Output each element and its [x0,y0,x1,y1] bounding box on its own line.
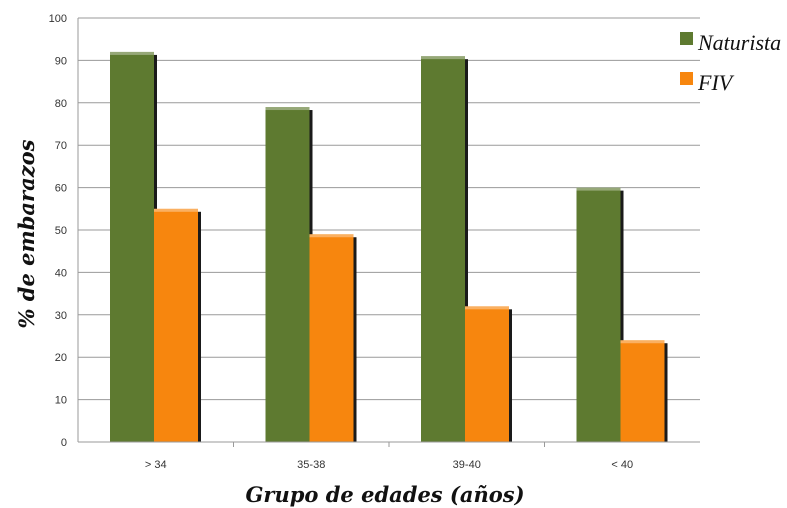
x-tick-label: > 34 [145,459,167,471]
y-tick-label: 70 [55,140,67,152]
bar-fiv-4 [620,340,668,442]
bar-body [421,56,465,442]
bar-top-highlight [465,306,509,310]
y-tick-label: 60 [55,183,67,195]
x-tick-label: 39-40 [453,459,481,471]
bar-naturista-3 [421,56,468,442]
x-axis-title: Grupo de edades (años) [245,482,524,507]
x-tick-label: < 40 [611,459,633,471]
legend-label-fiv: FIV [697,70,735,95]
bar-body [265,107,310,442]
y-tick-label: 50 [55,225,67,237]
legend-swatch-naturista [680,32,693,45]
legend: Naturista FIV [680,30,781,95]
bars [110,51,668,443]
bar-naturista-4 [576,187,624,442]
bar-body [309,234,354,442]
bar-shadow [197,211,201,442]
y-axis-title: % de embarazos [14,139,39,328]
x-axis-tick-labels: > 34 35-38 39-40 < 40 [145,442,633,471]
y-axis-tick-labels: 0 10 20 30 40 50 60 70 80 90 100 [49,13,67,449]
bar-top-highlight [309,234,354,238]
y-tick-label: 30 [55,310,67,322]
bar-naturista-2 [265,107,313,442]
legend-swatch-fiv [680,72,693,85]
bar-top-highlight [154,208,198,212]
x-tick-label: 35-38 [297,459,325,471]
bar-body [620,340,665,442]
bar-shadow [464,59,468,442]
bar-top-highlight [576,187,621,191]
bar-body [576,187,621,442]
bar-shadow [352,237,357,442]
bar-top-highlight [110,51,154,55]
bar-fiv-1 [154,208,201,442]
bar-fiv-2 [309,234,357,442]
y-tick-label: 0 [61,437,67,449]
bar-body [110,51,154,443]
bar-body [154,208,198,442]
y-tick-label: 100 [49,13,67,25]
bar-top-highlight [620,340,665,344]
legend-label-naturista: Naturista [697,30,781,55]
bar-shadow [663,343,668,442]
bar-top-highlight [421,56,465,60]
bar-naturista-1 [110,51,157,443]
y-tick-label: 20 [55,352,67,364]
bar-shadow [619,190,624,442]
y-tick-label: 10 [55,395,67,407]
y-tick-label: 90 [55,55,67,67]
y-tick-label: 40 [55,267,67,279]
y-tick-label: 80 [55,98,67,110]
bar-shadow [508,309,512,442]
bar-body [465,306,509,442]
bar-fiv-3 [465,306,512,442]
bar-top-highlight [265,107,310,111]
